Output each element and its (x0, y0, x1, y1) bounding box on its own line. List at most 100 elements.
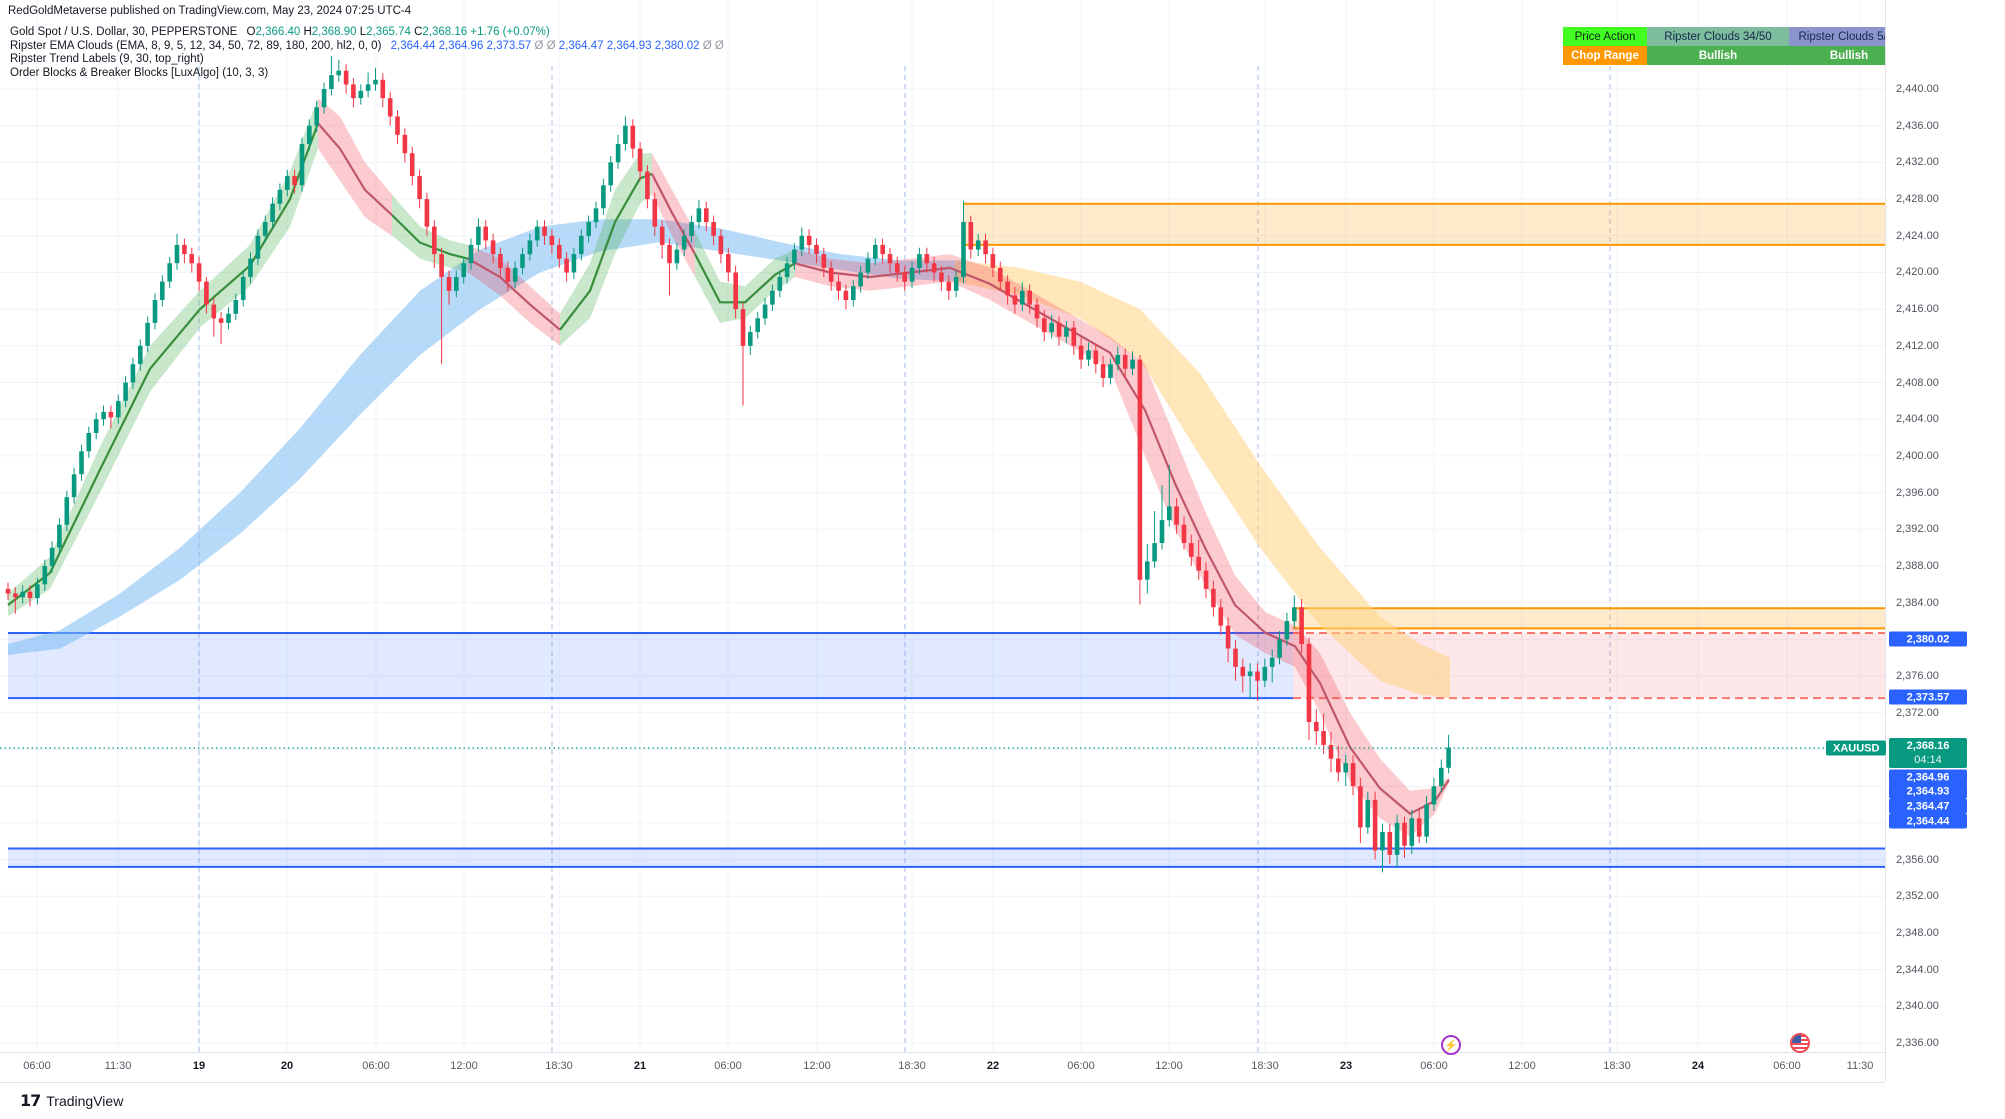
ema-price-badge: 2,380.02 (1889, 631, 1967, 647)
bar-countdown: 04:14 (1914, 754, 1942, 766)
us-flag-event-icon[interactable] (1790, 1033, 1810, 1053)
time-axis-label: 06:00 (714, 1060, 742, 1072)
time-axis-label: 12:00 (1508, 1060, 1536, 1072)
trend-title: Ripster Clouds 34/50 (1647, 27, 1789, 46)
time-axis-day-label: 21 (633, 1060, 647, 1072)
trend-column-2: Ripster Clouds 5/12 Bullish (1789, 27, 1909, 65)
time-axis-label: 06:00 (1773, 1060, 1801, 1072)
indicator-trend-labels-name[interactable]: Ripster Trend Labels (9, 30, top_right) (10, 53, 204, 65)
price-axis-tick: 2,408.00 (1896, 377, 1939, 389)
indicator-ema-clouds-name[interactable]: Ripster EMA Clouds (EMA, 8, 9, 5, 12, 34… (10, 39, 382, 52)
price-axis-tick: 2,352.00 (1896, 890, 1939, 902)
ema-value: Ø (546, 39, 559, 52)
price-axis-tick: 2,392.00 (1896, 523, 1939, 535)
price-axis-tick: 2,348.00 (1896, 927, 1939, 939)
time-axis-label: 06:00 (1420, 1060, 1448, 1072)
time-axis-label: 18:30 (1251, 1060, 1279, 1072)
trend-status: Bullish (1647, 46, 1789, 65)
symbol-price-tag: XAUUSD (1826, 740, 1887, 756)
trend-status: Chop Range (1563, 46, 1647, 65)
indicator-row-ema-clouds[interactable]: Ripster EMA Clouds (EMA, 8, 9, 5, 12, 34… (10, 40, 724, 54)
ema-value: 2,373.57 (486, 39, 535, 52)
trend-status: Bullish (1789, 46, 1909, 65)
ohlc-label: L (359, 26, 367, 38)
price-axis-tick: 2,404.00 (1896, 413, 1939, 425)
time-axis-label: 12:00 (450, 1060, 478, 1072)
price-axis-tick: 2,424.00 (1896, 230, 1939, 242)
tradingview-logo-text[interactable]: TradingView (46, 1092, 124, 1109)
price-axis-tick: 2,396.00 (1896, 487, 1939, 499)
price-axis-tick: 2,340.00 (1896, 1000, 1939, 1012)
ohlc-value: 2,368.16 (422, 26, 471, 38)
price-axis-tick: 2,436.00 (1896, 120, 1939, 132)
ohlc-values: O2,366.40 H2,368.90 L2,365.74 C2,368.16 (247, 26, 471, 38)
price-axis-tick: 2,412.00 (1896, 340, 1939, 352)
chart-legend: Gold Spot / U.S. Dollar, 30, PEPPERSTONE… (10, 26, 724, 80)
ema-value: Ø (702, 39, 715, 52)
time-axis-label: 12:00 (1155, 1060, 1183, 1072)
tradingview-footer: 17 TradingView (20, 1091, 123, 1110)
economic-event-lightning-icon[interactable]: ⚡ (1441, 1035, 1461, 1055)
price-axis-tick: 2,416.00 (1896, 303, 1939, 315)
time-axis[interactable]: 06:00 11:30 19 20 06:00 12:00 18:30 21 06:00 12:0… (0, 1052, 1885, 1083)
time-axis-day-label: 19 (192, 1060, 206, 1072)
indicator-row-order-blocks[interactable]: Order Blocks & Breaker Blocks [LuxAlgo] … (10, 67, 724, 81)
trend-title: Ripster Clouds 5/12 (1789, 27, 1909, 46)
time-axis-label: 11:30 (1846, 1060, 1874, 1072)
ripster-trend-panel: Price Action Chop Range Ripster Clouds 34/… (1563, 27, 1909, 65)
ohlc-label: O (246, 26, 256, 38)
last-price: 2,368.16 (1906, 740, 1950, 752)
price-axis-tick: 2,388.00 (1896, 560, 1939, 572)
time-axis-label: 11:30 (104, 1060, 132, 1072)
time-axis-day-label: 22 (986, 1060, 1000, 1072)
ohlc-value: 2,368.90 (311, 26, 360, 38)
price-axis[interactable]: 2,440.00 2,436.00 2,432.00 2,428.00 2,424.00… (1885, 0, 2005, 1081)
ema-price-badge: 2,364.47 (1889, 798, 1967, 814)
tradingview-logo-icon[interactable]: 17 (20, 1091, 41, 1110)
price-axis-tick: 2,400.00 (1896, 450, 1939, 462)
time-axis-day-label: 20 (280, 1060, 294, 1072)
trend-title: Price Action (1563, 27, 1647, 46)
price-axis-tick: 2,440.00 (1896, 83, 1939, 95)
price-axis-tick: 2,356.00 (1896, 854, 1939, 866)
indicator-ema-clouds-values: 2,364.44 2,364.96 2,373.57 Ø Ø 2,364.47 … (391, 40, 724, 52)
ema-value: 2,364.44 (390, 39, 439, 52)
price-chart[interactable] (0, 0, 1885, 1052)
ema-value: Ø (714, 39, 724, 52)
price-axis-tick: 2,384.00 (1896, 597, 1939, 609)
ohlc-label: C (414, 26, 423, 38)
ema-value: 2,364.93 (606, 39, 655, 52)
price-axis-tick: 2,344.00 (1896, 964, 1939, 976)
indicator-row-trend-labels[interactable]: Ripster Trend Labels (9, 30, top_right) (10, 53, 724, 67)
indicator-order-blocks-name[interactable]: Order Blocks & Breaker Blocks [LuxAlgo] … (10, 66, 269, 79)
ema-value: Ø (534, 39, 547, 52)
symbol-title[interactable]: Gold Spot / U.S. Dollar, 30, PEPPERSTONE (10, 26, 238, 38)
time-axis-label: 18:30 (545, 1060, 573, 1072)
time-axis-label: 12:00 (803, 1060, 831, 1072)
time-axis-day-label: 24 (1691, 1060, 1705, 1072)
time-axis-label: 06:00 (362, 1060, 390, 1072)
ema-price-badge: 2,373.57 (1889, 689, 1967, 705)
price-axis-tick: 2,376.00 (1896, 670, 1939, 682)
last-price-badge: 2,368.16 04:14 (1889, 738, 1967, 768)
ema-price-badge: 2,364.44 (1889, 813, 1967, 829)
time-axis-label: 18:30 (898, 1060, 926, 1072)
ohlc-label: H (303, 26, 312, 38)
time-axis-label: 18:30 (1603, 1060, 1631, 1072)
trend-column-0: Price Action Chop Range (1563, 27, 1647, 65)
ema-price-badge: 2,364.93 (1889, 783, 1967, 799)
ohlc-value: 2,366.40 (255, 26, 304, 38)
symbol-ohlc-row[interactable]: Gold Spot / U.S. Dollar, 30, PEPPERSTONE… (10, 26, 724, 40)
price-axis-tick: 2,432.00 (1896, 156, 1939, 168)
ema-price-badge: 2,364.96 (1889, 769, 1967, 785)
time-axis-label: 06:00 (1067, 1060, 1095, 1072)
time-axis-day-label: 23 (1339, 1060, 1353, 1072)
ema-value: 2,364.47 (558, 39, 607, 52)
publisher-line: RedGoldMetaverse published on TradingVie… (8, 5, 412, 17)
ema-value: 2,380.02 (654, 39, 703, 52)
ohlc-value: 2,365.74 (366, 26, 415, 38)
trend-column-1: Ripster Clouds 34/50 Bullish (1647, 27, 1789, 65)
us-flag-canton (1792, 1035, 1801, 1043)
price-axis-tick: 2,420.00 (1896, 266, 1939, 278)
